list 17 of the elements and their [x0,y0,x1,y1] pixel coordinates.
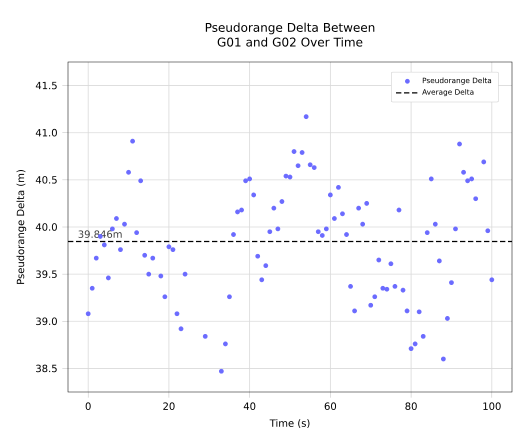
annotation: 39.846m [78,230,122,238]
y-tick-label: 39.5 [36,270,57,278]
x-tick-label: 40 [244,402,256,410]
y-tick-label: 41.0 [36,128,57,137]
y-tick-label: 41.5 [36,82,57,90]
x-tick-label: 100 [483,402,501,410]
y-tick-label: 40.0 [36,223,57,231]
x-axis-title: Time (s) [270,419,310,428]
y-tick-label: 40.5 [36,176,57,184]
chart-title: Pseudorange Delta Between G01 and G02 Over Time [206,22,374,47]
x-tick-label: 20 [163,402,175,410]
x-tick-label: 0 [86,402,91,410]
y-tick-label: 38.5 [36,364,57,372]
x-tick-label: 60 [324,402,336,410]
y-tick-label: 39.0 [36,318,57,326]
y-axis-title: Pseudorange Delta (m) [16,170,26,284]
x-tick-label: 80 [405,402,417,410]
